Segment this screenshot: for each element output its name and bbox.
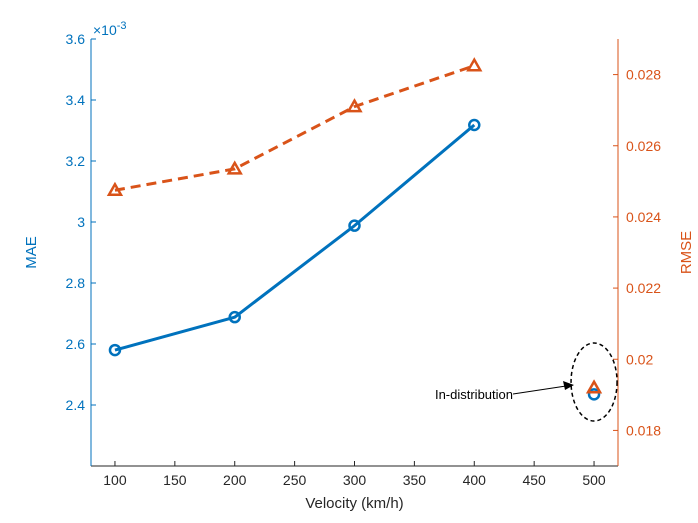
x-tick-label: 100 [103,472,127,488]
y-left-tick-label: 3.2 [66,153,86,169]
y-axis-right-label: RMSE [678,231,695,274]
y-right-tick-label: 0.018 [626,422,661,438]
y-left-tick-label: 3.4 [66,92,86,108]
x-tick-label: 150 [163,472,187,488]
x-tick-label: 350 [403,472,427,488]
data-point-mae [348,219,361,232]
annotation-arrow-head [563,381,574,390]
data-point-rmse [226,160,243,175]
exponent-base: ×10 [93,22,117,38]
y-axis-left-exponent: ×10-3 [93,20,127,38]
data-point-rmse [106,181,124,196]
in-distribution-ellipse [570,342,618,422]
data-point-mae [228,310,241,324]
y-right-tick-label: 0.028 [626,67,661,83]
annotation-arrow-line [512,385,567,395]
y-right-tick-label: 0.02 [626,351,653,367]
x-tick-label: 300 [343,472,367,488]
y-right-tick-label: 0.022 [626,280,661,296]
y-left-tick-label: 3 [77,214,85,230]
annotation-label: In-distribution [435,387,513,402]
x-tick-label: 200 [223,472,247,488]
y-axis-left-label: MAE [23,236,40,269]
series-line-mae [114,123,476,352]
x-tick-label: 400 [463,472,487,488]
data-point-rmse [346,98,363,113]
data-point-mae [108,343,122,357]
data-point-mae [587,388,601,401]
y-right-tick-label: 0.024 [626,209,661,225]
x-tick-label: 450 [522,472,546,488]
x-tick-label: 250 [283,472,307,488]
x-tick-label: 500 [582,472,606,488]
data-point-rmse [585,379,603,394]
y-left-tick-label: 2.8 [66,275,86,291]
data-point-mae [468,118,481,132]
x-axis-label: Velocity (km/h) [305,495,403,512]
y-left-tick-label: 2.6 [66,336,86,352]
y-left-tick-label: 2.4 [66,397,86,413]
exponent-power: -3 [117,20,127,32]
y-left-tick-label: 3.6 [66,31,86,47]
y-right-tick-label: 0.026 [626,138,661,154]
data-point-rmse [466,57,483,72]
